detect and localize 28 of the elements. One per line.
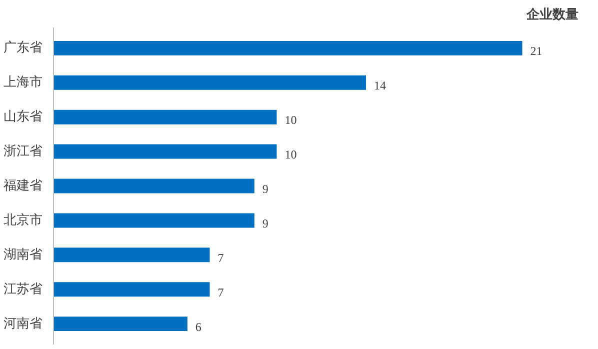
y-tick-label: 北京市 <box>4 212 42 228</box>
data-label: 9 <box>262 216 268 230</box>
data-label: 10 <box>284 113 297 128</box>
bar <box>54 282 210 297</box>
data-label: 21 <box>530 44 542 58</box>
y-tick-label: 上海市 <box>4 75 42 90</box>
y-tick-label: 湖南省 <box>4 247 42 262</box>
data-label: 6 <box>195 320 202 334</box>
data-label: 7 <box>218 285 224 300</box>
data-label: 14 <box>374 78 386 93</box>
bar <box>54 213 254 228</box>
bar <box>54 316 188 332</box>
bar <box>54 40 522 56</box>
y-tick-label: 广东省 <box>4 40 42 56</box>
bar <box>54 75 366 90</box>
y-tick-label: 山东省 <box>4 110 42 125</box>
y-tick-label: 浙江省 <box>4 144 42 160</box>
text: 企业数量 <box>526 8 578 22</box>
y-tick-label: 江苏省 <box>4 282 42 297</box>
bar <box>54 110 277 124</box>
bar <box>54 248 210 262</box>
y-tick-label: 河南省 <box>4 316 42 332</box>
data-label: 7 <box>218 250 224 265</box>
data-label: 9 <box>262 182 268 196</box>
bar <box>54 144 277 159</box>
bar <box>54 178 254 194</box>
data-label: 10 <box>284 148 297 162</box>
y-tick-label: 福建省 <box>4 178 42 194</box>
